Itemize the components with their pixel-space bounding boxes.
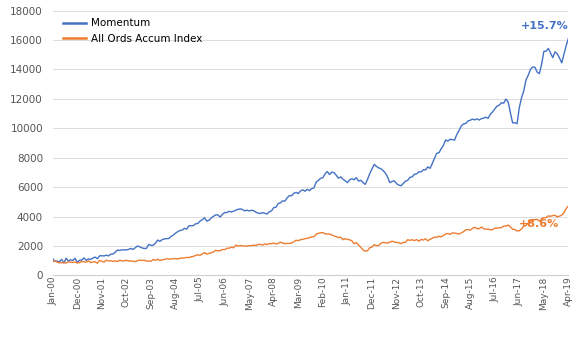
Legend: Momentum, All Ords Accum Index: Momentum, All Ords Accum Index <box>63 18 203 44</box>
Text: +8.6%: +8.6% <box>519 219 560 229</box>
Text: +15.7%: +15.7% <box>521 21 568 31</box>
